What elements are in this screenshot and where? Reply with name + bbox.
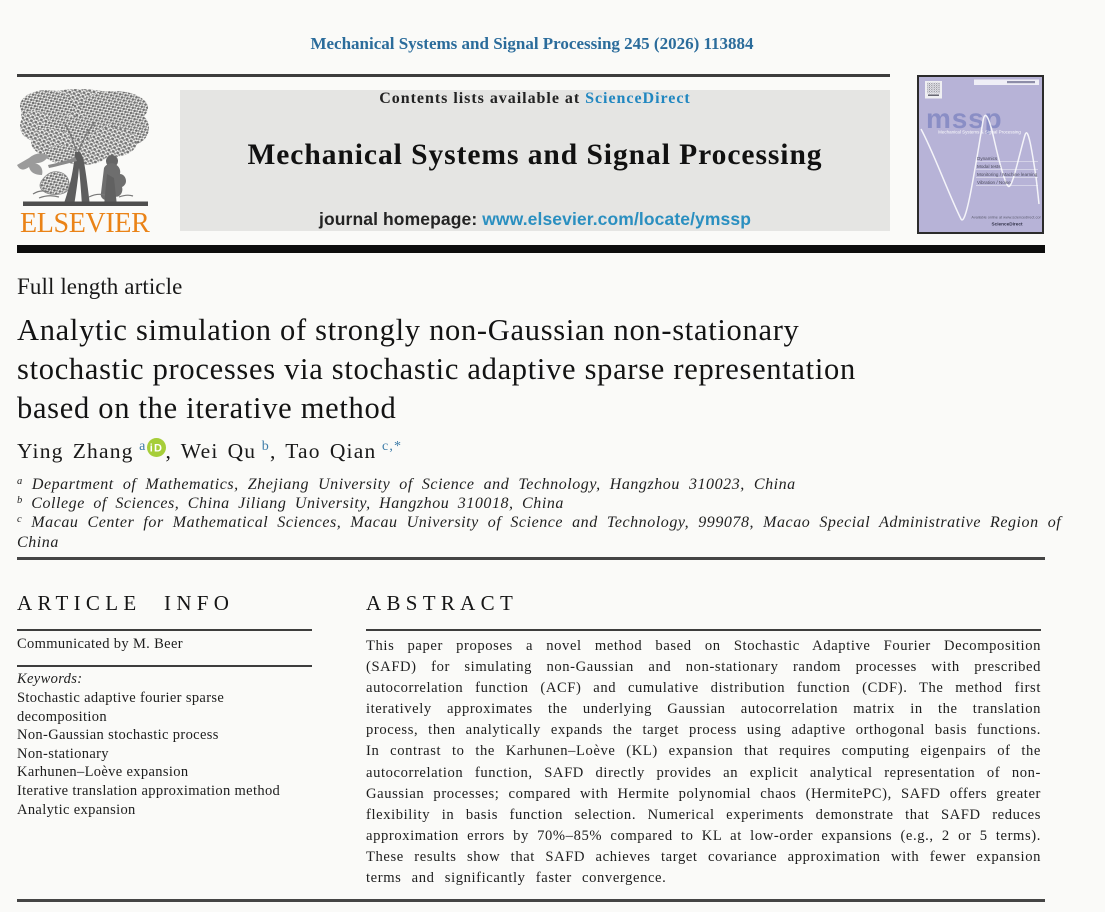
- svg-text:Available online at www.scienc: Available online at www.sciencedirect.co…: [971, 216, 1041, 220]
- svg-text:mssp: mssp: [926, 103, 1002, 134]
- svg-text:Mechanical Systems & Signal Pr: Mechanical Systems & Signal Processing: [938, 130, 1021, 135]
- svg-text:Monitoring / Machine learning: Monitoring / Machine learning: [977, 172, 1038, 177]
- svg-text:Modal tests: Modal tests: [977, 164, 1001, 169]
- svg-text:Vibration / Noise: Vibration / Noise: [977, 180, 1011, 185]
- svg-text:Dynamics: Dynamics: [977, 156, 998, 161]
- svg-text:ScienceDirect: ScienceDirect: [991, 222, 1022, 227]
- svg-text:iD: iD: [149, 443, 162, 455]
